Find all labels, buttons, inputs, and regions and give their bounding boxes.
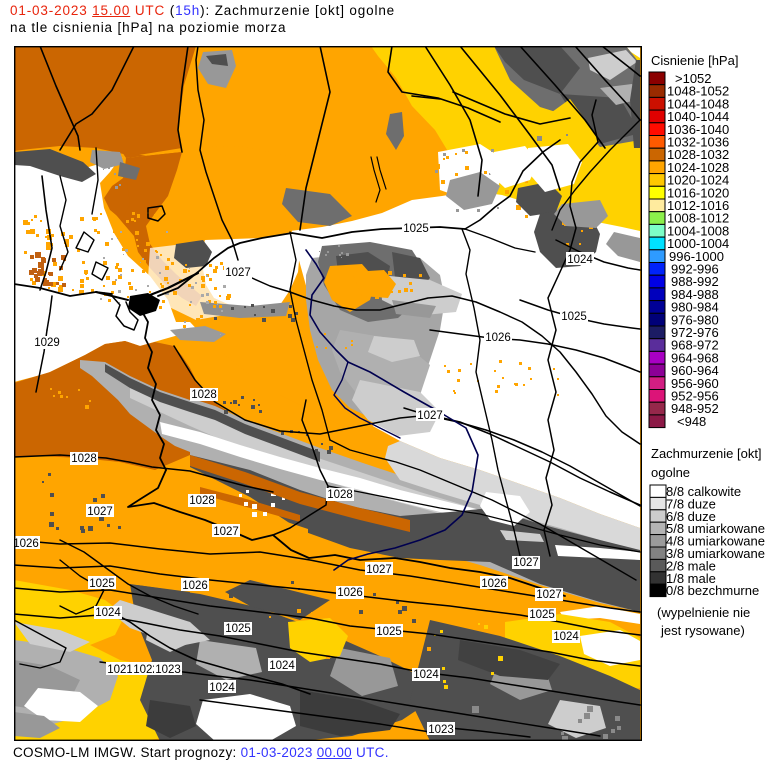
svg-text:1024: 1024 <box>553 631 579 643</box>
svg-text:1024: 1024 <box>567 254 593 266</box>
svg-text:1028: 1028 <box>189 495 215 507</box>
svg-text:1025: 1025 <box>529 609 555 621</box>
svg-text:1024: 1024 <box>413 669 439 681</box>
svg-text:1027: 1027 <box>213 526 239 538</box>
svg-text:5/8 umiarkowane: 5/8 umiarkowane <box>666 521 765 536</box>
svg-text:1023: 1023 <box>428 724 454 736</box>
svg-text:jest rysowane): jest rysowane) <box>660 623 745 638</box>
svg-text:976-980: 976-980 <box>671 312 719 327</box>
svg-text:7/8 duze: 7/8 duze <box>666 496 716 511</box>
svg-text:1012-1016: 1012-1016 <box>667 198 729 213</box>
svg-text:992-996: 992-996 <box>671 262 719 277</box>
svg-text:1040-1044: 1040-1044 <box>667 109 729 124</box>
svg-text:1025: 1025 <box>376 626 402 638</box>
svg-text:1008-1012: 1008-1012 <box>667 211 729 226</box>
svg-text:1028-1032: 1028-1032 <box>667 147 729 162</box>
svg-text:Cisnienie [hPa]: Cisnienie [hPa] <box>651 53 738 68</box>
svg-text:1025: 1025 <box>403 223 429 235</box>
svg-text:2/8 male: 2/8 male <box>666 558 716 573</box>
svg-text:1027: 1027 <box>225 267 251 279</box>
svg-text:1022: 1022 <box>133 664 159 676</box>
svg-text:1000-1004: 1000-1004 <box>667 236 729 251</box>
svg-text:1026: 1026 <box>337 587 363 599</box>
svg-text:1016-1020: 1016-1020 <box>667 185 729 200</box>
svg-text:4/8 umiarkowane: 4/8 umiarkowane <box>666 534 765 549</box>
svg-text:Zachmurzenie [okt]: Zachmurzenie [okt] <box>651 446 762 461</box>
svg-text:<948: <948 <box>677 414 706 429</box>
svg-text:1025: 1025 <box>225 623 251 635</box>
svg-text:1024: 1024 <box>209 682 235 694</box>
svg-text:1029: 1029 <box>34 337 60 349</box>
svg-text:1023: 1023 <box>155 664 181 676</box>
svg-text:956-960: 956-960 <box>671 376 719 391</box>
svg-text:1025: 1025 <box>561 311 587 323</box>
svg-text:1044-1048: 1044-1048 <box>667 96 729 111</box>
svg-text:1027: 1027 <box>536 589 562 601</box>
svg-text:1024: 1024 <box>95 607 121 619</box>
svg-text:1025: 1025 <box>89 578 115 590</box>
svg-text:(wypelnienie nie: (wypelnienie nie <box>657 605 750 620</box>
svg-text:996-1000: 996-1000 <box>669 249 724 264</box>
svg-text:1004-1008: 1004-1008 <box>667 223 729 238</box>
svg-text:964-968: 964-968 <box>671 350 719 365</box>
svg-text:1028: 1028 <box>191 389 217 401</box>
svg-text:1020-1024: 1020-1024 <box>667 173 729 188</box>
svg-text:960-964: 960-964 <box>671 363 719 378</box>
svg-text:3/8 umiarkowane: 3/8 umiarkowane <box>666 546 765 561</box>
svg-text:1026: 1026 <box>14 538 39 550</box>
svg-text:1026: 1026 <box>485 332 511 344</box>
svg-text:ogolne: ogolne <box>651 465 690 480</box>
svg-text:948-952: 948-952 <box>671 401 719 416</box>
svg-text:972-976: 972-976 <box>671 325 719 340</box>
svg-text:1028: 1028 <box>327 489 353 501</box>
svg-text:1027: 1027 <box>366 564 392 576</box>
svg-text:988-992: 988-992 <box>671 274 719 289</box>
svg-text:1026: 1026 <box>481 578 507 590</box>
svg-text:6/8 duze: 6/8 duze <box>666 509 716 524</box>
svg-text:1027: 1027 <box>87 506 113 518</box>
svg-text:1036-1040: 1036-1040 <box>667 122 729 137</box>
svg-text:984-988: 984-988 <box>671 287 719 302</box>
svg-text:968-972: 968-972 <box>671 338 719 353</box>
svg-text:1026: 1026 <box>182 580 208 592</box>
svg-text:1024-1028: 1024-1028 <box>667 160 729 175</box>
svg-text:1027: 1027 <box>417 410 443 422</box>
svg-text:8/8 calkowite: 8/8 calkowite <box>666 484 741 499</box>
svg-text:952-956: 952-956 <box>671 389 719 404</box>
svg-text:1032-1036: 1032-1036 <box>667 135 729 150</box>
svg-text:0/8 bezchmurne: 0/8 bezchmurne <box>666 583 759 598</box>
svg-text:980-984: 980-984 <box>671 300 719 315</box>
svg-text:1027: 1027 <box>513 557 539 569</box>
svg-text:1021: 1021 <box>107 664 133 676</box>
svg-text:1048-1052: 1048-1052 <box>667 84 729 99</box>
svg-text:1024: 1024 <box>269 660 295 672</box>
svg-text:>1052: >1052 <box>675 71 712 86</box>
svg-text:1028: 1028 <box>71 453 97 465</box>
svg-text:1/8 male: 1/8 male <box>666 571 716 586</box>
